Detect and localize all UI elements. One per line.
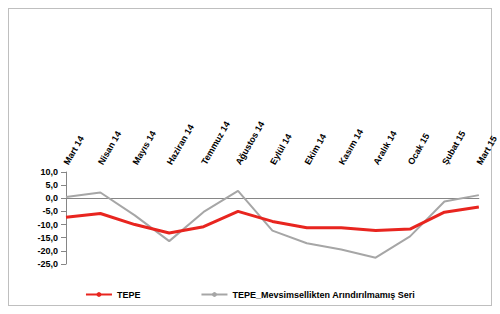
svg-text:TEPE_Mevsimsellikten Arındırıl: TEPE_Mevsimsellikten Arındırılmamış Seri bbox=[232, 290, 414, 300]
svg-text:Ağustos 14: Ağustos 14 bbox=[234, 120, 267, 167]
svg-text:-15,0: -15,0 bbox=[37, 233, 58, 243]
svg-text:Ekim 14: Ekim 14 bbox=[302, 132, 328, 166]
svg-text:Eylül 14: Eylül 14 bbox=[268, 132, 294, 166]
svg-text:0,0: 0,0 bbox=[45, 193, 58, 203]
svg-text:-20,0: -20,0 bbox=[37, 246, 58, 256]
svg-text:5,0: 5,0 bbox=[45, 180, 58, 190]
svg-text:Şubat 15: Şubat 15 bbox=[440, 129, 467, 166]
svg-text:Kasım 14: Kasım 14 bbox=[337, 127, 365, 166]
svg-text:-25,0: -25,0 bbox=[37, 259, 58, 269]
svg-text:-10,0: -10,0 bbox=[37, 220, 58, 230]
svg-text:Temmuz 14: Temmuz 14 bbox=[199, 120, 232, 167]
svg-text:Ocak 15: Ocak 15 bbox=[406, 132, 432, 167]
svg-text:Mart 14: Mart 14 bbox=[62, 134, 86, 166]
svg-text:10,0: 10,0 bbox=[40, 167, 58, 177]
svg-text:TEPE: TEPE bbox=[117, 290, 141, 300]
svg-text:Aralık 14: Aralık 14 bbox=[371, 129, 398, 166]
svg-text:-5,0: -5,0 bbox=[42, 206, 58, 216]
svg-text:Nisan 14: Nisan 14 bbox=[96, 129, 123, 166]
svg-text:Mayıs 14: Mayıs 14 bbox=[130, 129, 157, 166]
svg-text:Mart 15: Mart 15 bbox=[475, 134, 499, 166]
svg-text:Haziran 14: Haziran 14 bbox=[165, 123, 196, 167]
